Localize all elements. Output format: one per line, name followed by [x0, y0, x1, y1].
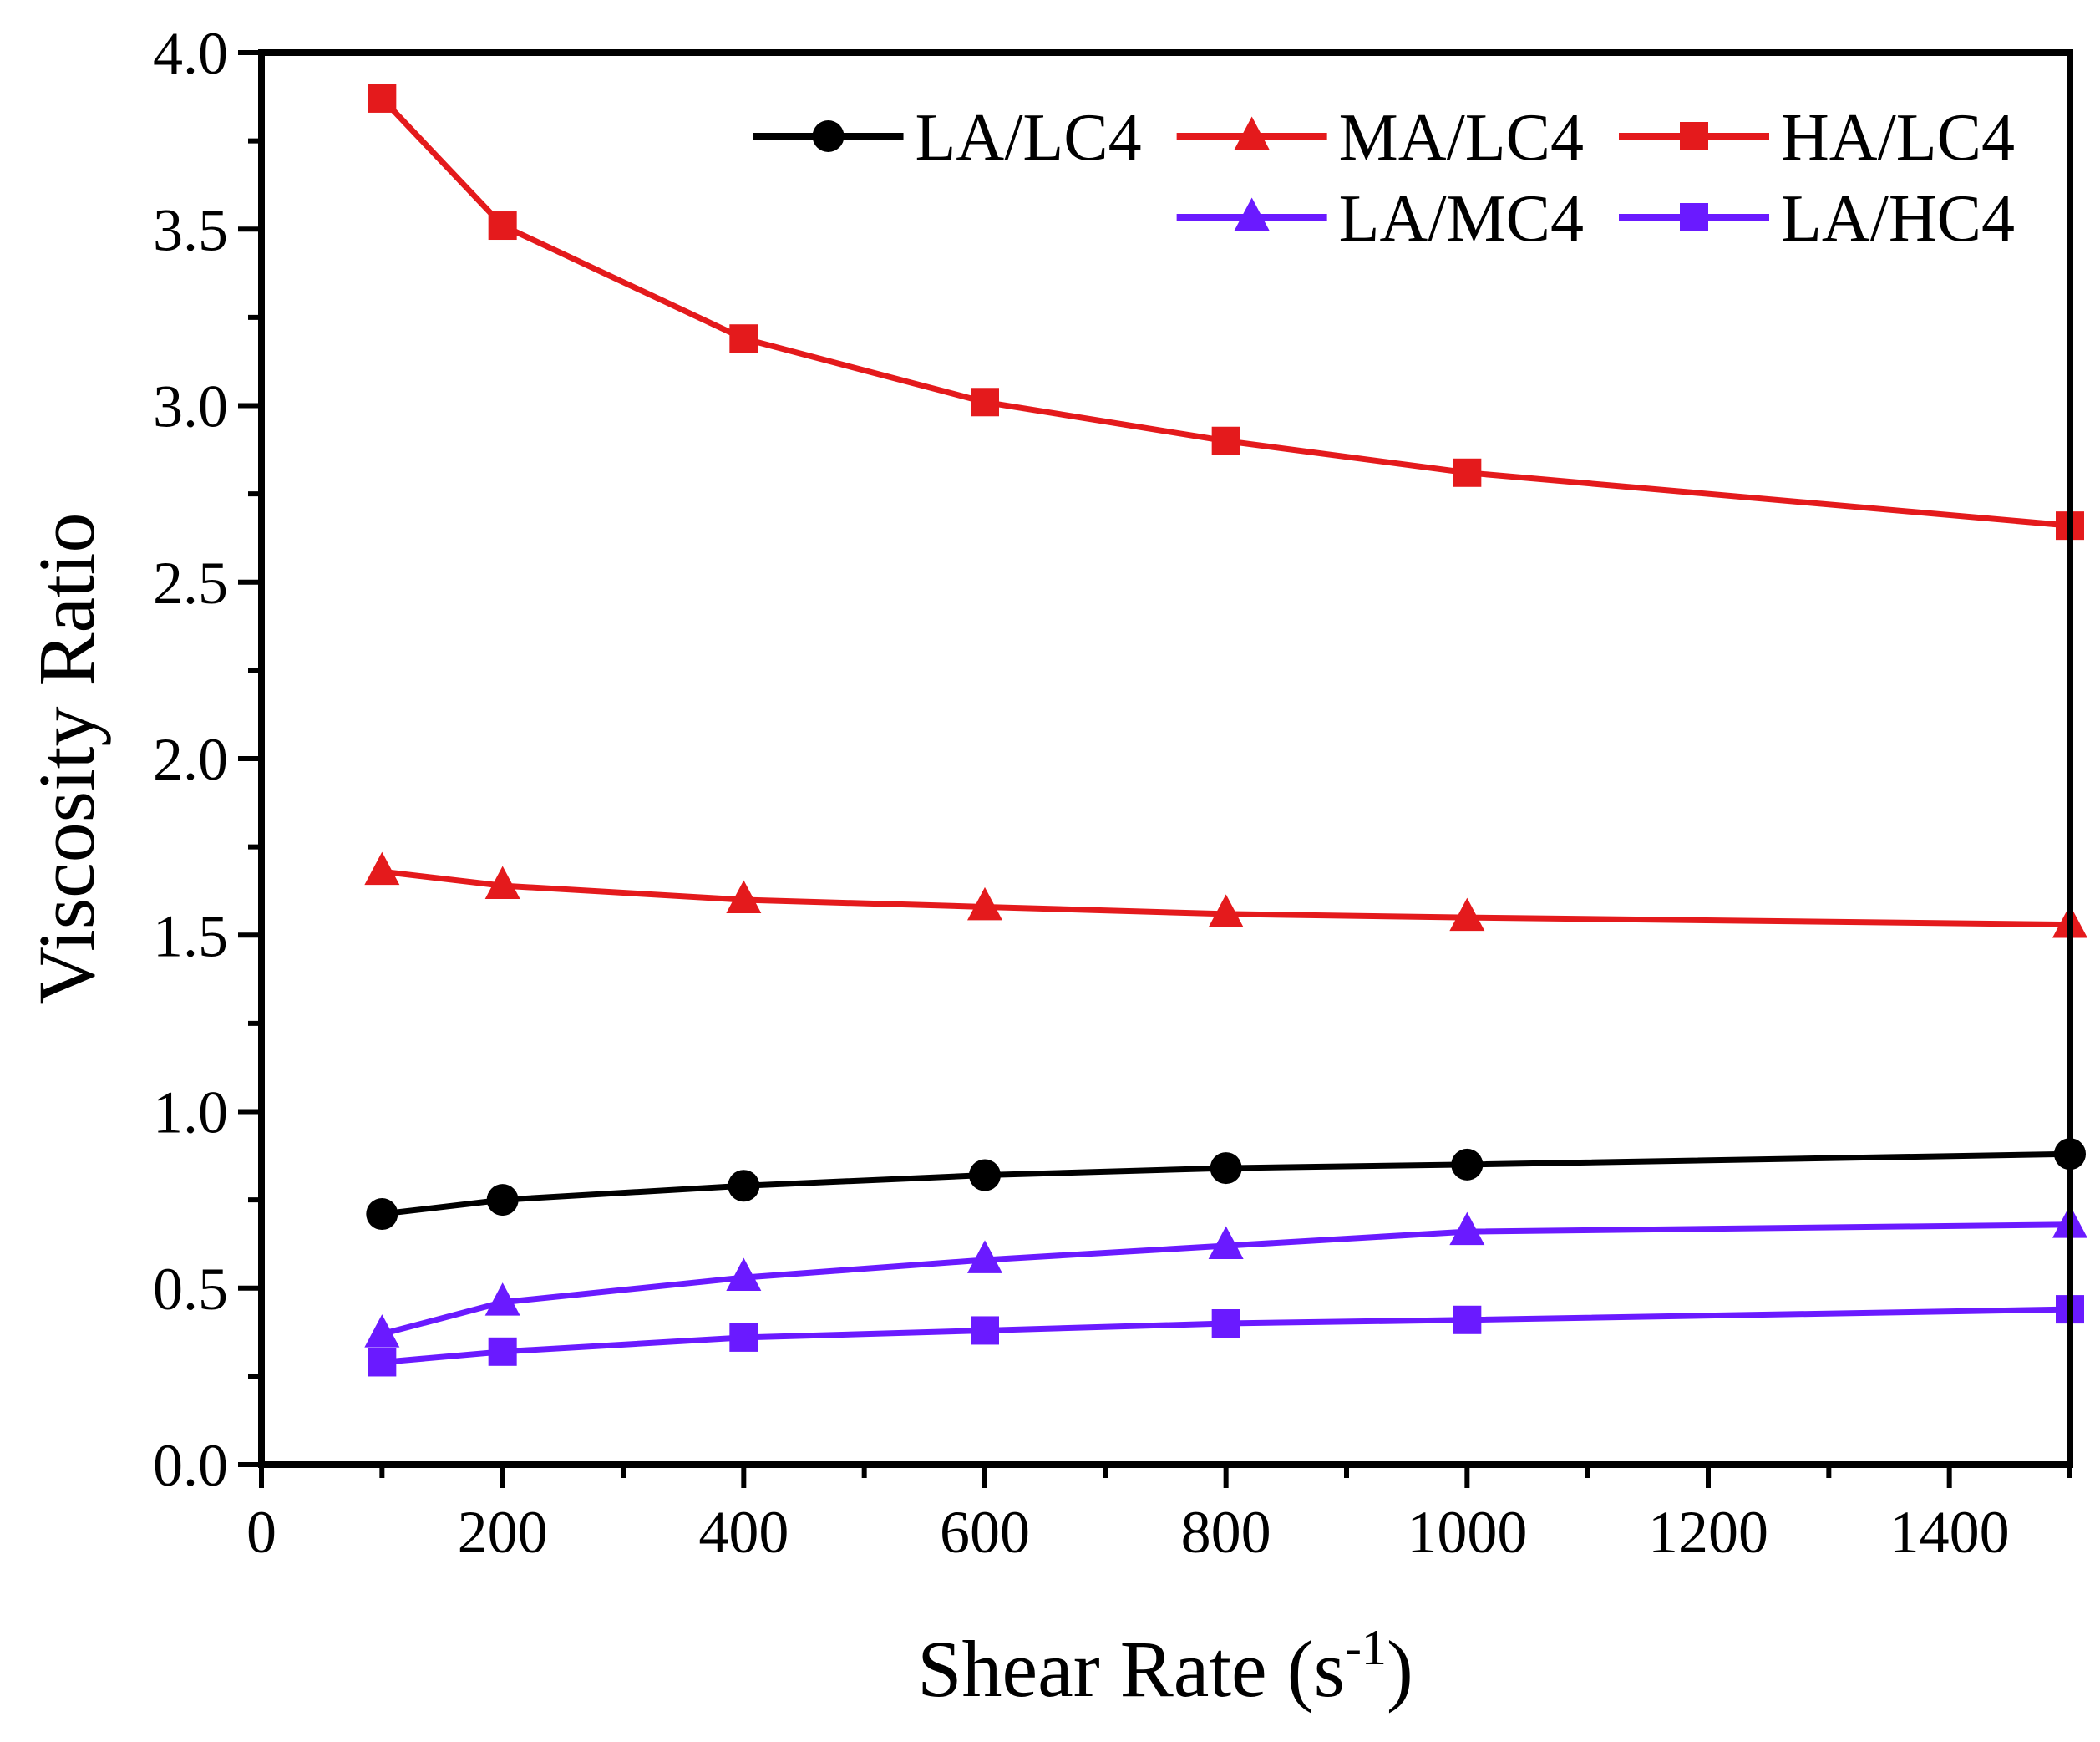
- series-ma-lc4: [364, 851, 2087, 938]
- x-tick-label: 1000: [1407, 1499, 1527, 1566]
- data-point-ma-lc4: [1208, 894, 1244, 927]
- data-point-la-lc4: [1451, 1148, 1484, 1181]
- legend-label: HA/LC4: [1781, 101, 2015, 175]
- legend-item-ma-lc4: MA/LC4: [1176, 101, 1584, 175]
- data-point-ha-lc4: [1211, 426, 1240, 455]
- legend-label: LA/MC4: [1339, 182, 1584, 256]
- data-point-ha-lc4: [971, 388, 999, 417]
- x-tick-label: 0: [246, 1499, 276, 1566]
- legend-label: LA/LC4: [916, 101, 1142, 175]
- y-tick-label: 3.0: [153, 373, 228, 440]
- legend-marker: [1680, 122, 1708, 150]
- data-point-la-mc4: [364, 1314, 400, 1348]
- legend-item-la-mc4: LA/MC4: [1176, 182, 1584, 256]
- series-la-mc4: [364, 1205, 2087, 1348]
- data-point-la-mc4: [1208, 1226, 1244, 1260]
- data-point-la-mc4: [484, 1282, 520, 1316]
- data-point-ma-lc4: [364, 851, 400, 886]
- x-axis-title-superscript: -1: [1345, 1620, 1387, 1675]
- data-point-ma-lc4: [484, 866, 520, 900]
- x-axis-title-close: ): [1387, 1624, 1413, 1714]
- data-point-la-mc4: [726, 1257, 762, 1292]
- data-point-ha-lc4: [488, 211, 517, 241]
- legend-marker: [812, 120, 845, 152]
- data-point-ha-lc4: [368, 84, 397, 113]
- y-tick-label: 3.5: [153, 196, 228, 263]
- data-point-la-hc4: [729, 1323, 758, 1352]
- y-tick-label: 1.0: [153, 1079, 228, 1146]
- legend-item-la-lc4: LA/LC4: [753, 101, 1142, 175]
- data-point-ma-lc4: [1449, 897, 1485, 932]
- data-point-la-lc4: [728, 1170, 760, 1202]
- legend-marker: [1680, 203, 1708, 231]
- y-tick-label: 2.5: [153, 550, 228, 617]
- data-point-la-mc4: [967, 1240, 1002, 1273]
- legend: LA/LC4 MA/LC4 HA/LC4 LA/MC4 LA/HC4: [753, 101, 2015, 256]
- data-point-la-hc4: [1211, 1309, 1240, 1338]
- series-la-lc4: [366, 1138, 2086, 1231]
- series-ha-lc4: [368, 84, 2084, 541]
- legend-label: MA/LC4: [1339, 101, 1584, 175]
- x-tick-label: 800: [1181, 1499, 1271, 1566]
- y-axis-title: Viscosity Ratio: [22, 513, 111, 1005]
- plot-frame: [258, 49, 2073, 1468]
- data-point-ha-lc4: [729, 324, 758, 353]
- data-series: [364, 84, 2087, 1377]
- axis-ticks: [238, 50, 2072, 1488]
- x-tick-label: 400: [698, 1499, 789, 1566]
- y-tick-label: 1.5: [153, 902, 228, 969]
- y-tick-label: 2.0: [153, 726, 228, 793]
- legend-marker: [1234, 197, 1270, 231]
- legend-item-la-hc4: LA/HC4: [1619, 182, 2015, 256]
- data-point-la-hc4: [971, 1316, 999, 1345]
- data-point-la-hc4: [368, 1348, 397, 1377]
- data-point-la-lc4: [486, 1184, 519, 1216]
- legend-label: LA/HC4: [1781, 182, 2015, 256]
- data-point-la-hc4: [488, 1337, 517, 1366]
- x-axis-title-main: Shear Rate (s: [917, 1624, 1345, 1714]
- data-point-la-lc4: [1210, 1152, 1242, 1185]
- data-point-la-mc4: [1449, 1211, 1485, 1246]
- legend-item-ha-lc4: HA/LC4: [1619, 101, 2015, 175]
- tick-labels: 0 200 400 600 800 1000 1200 1400 0.0 0.5 1.0 1.5 2.0…: [153, 20, 2010, 1566]
- x-tick-label: 1400: [1889, 1499, 2010, 1566]
- y-tick-label: 4.0: [153, 20, 228, 87]
- data-point-la-hc4: [1453, 1305, 1482, 1334]
- x-tick-label: 200: [458, 1499, 548, 1566]
- data-point-ma-lc4: [967, 886, 1002, 921]
- data-point-la-lc4: [366, 1198, 398, 1231]
- y-tick-label: 0.5: [153, 1256, 228, 1323]
- data-point-la-lc4: [969, 1159, 1001, 1191]
- x-axis-title: Shear Rate (s-1): [917, 1620, 1413, 1714]
- x-tick-label: 1200: [1648, 1499, 1768, 1566]
- x-tick-label: 600: [940, 1499, 1030, 1566]
- legend-marker: [1234, 116, 1270, 150]
- data-point-ha-lc4: [1453, 458, 1482, 487]
- y-tick-label: 0.0: [153, 1432, 228, 1499]
- data-point-ma-lc4: [726, 880, 762, 913]
- series-la-hc4: [368, 1295, 2084, 1377]
